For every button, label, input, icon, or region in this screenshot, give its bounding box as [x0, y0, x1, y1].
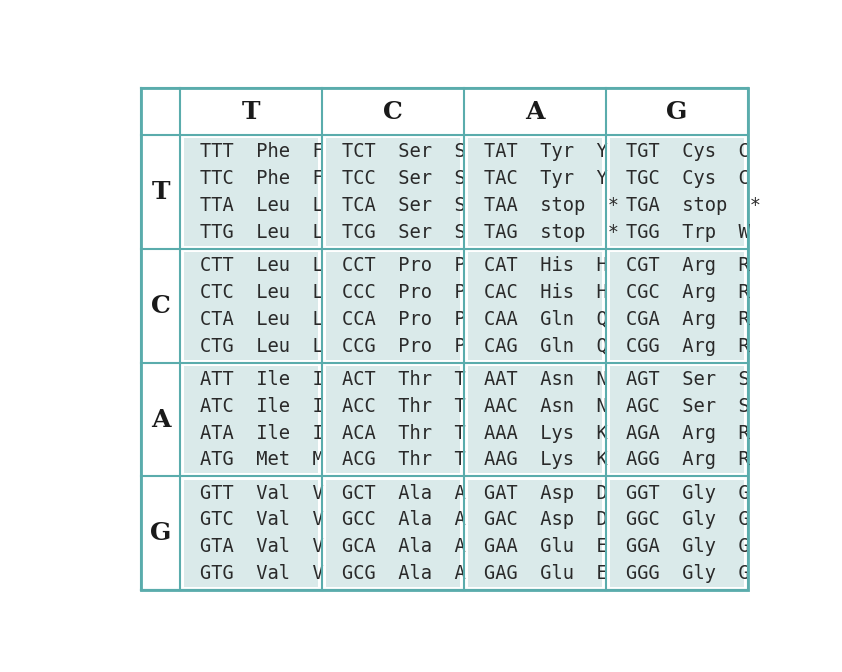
Text: GAG  Glu  E: GAG Glu E: [484, 564, 608, 583]
Text: CAA  Gln  Q: CAA Gln Q: [484, 310, 608, 329]
Text: TTC  Phe  F: TTC Phe F: [200, 169, 324, 188]
Text: TAA  stop  *: TAA stop *: [484, 196, 619, 215]
Text: AAG  Lys  K: AAG Lys K: [484, 450, 608, 470]
Bar: [610, 252, 744, 360]
Text: GAA  Glu  E: GAA Glu E: [484, 538, 608, 556]
Text: GCG  Ala  A: GCG Ala A: [342, 564, 466, 583]
Text: GAC  Asp  D: GAC Asp D: [484, 511, 608, 530]
Text: GTT  Val  V: GTT Val V: [200, 484, 324, 503]
Text: AAC  Asn  N: AAC Asn N: [484, 396, 608, 415]
Text: CCA  Pro  P: CCA Pro P: [342, 310, 466, 329]
Text: TGT  Cys  C: TGT Cys C: [626, 142, 750, 161]
Text: ACC  Thr  T: ACC Thr T: [342, 396, 466, 415]
Text: ACT  Thr  T: ACT Thr T: [342, 370, 466, 388]
Text: T: T: [152, 180, 170, 204]
Text: ATT  Ile  I: ATT Ile I: [200, 370, 324, 388]
Text: CGA  Arg  R: CGA Arg R: [626, 310, 750, 329]
Text: GGC  Gly  G: GGC Gly G: [626, 511, 750, 530]
Bar: [468, 252, 602, 360]
Text: CTT  Leu  L: CTT Leu L: [200, 256, 324, 275]
Text: CGC  Arg  R: CGC Arg R: [626, 283, 750, 302]
Text: TCC  Ser  S: TCC Ser S: [342, 169, 466, 188]
Text: TTT  Phe  F: TTT Phe F: [200, 142, 324, 161]
Text: AAT  Asn  N: AAT Asn N: [484, 370, 608, 388]
Text: CTC  Leu  L: CTC Leu L: [200, 283, 324, 302]
Text: GGG  Gly  G: GGG Gly G: [626, 564, 750, 583]
Text: GCT  Ala  A: GCT Ala A: [342, 484, 466, 503]
Text: C: C: [383, 99, 403, 124]
Text: GTA  Val  V: GTA Val V: [200, 538, 324, 556]
Text: G: G: [150, 521, 172, 546]
Text: ATC  Ile  I: ATC Ile I: [200, 396, 324, 415]
Bar: [610, 480, 744, 587]
Bar: [610, 366, 744, 473]
Text: CAC  His  H: CAC His H: [484, 283, 608, 302]
Bar: [610, 138, 744, 246]
Text: TTA  Leu  L: TTA Leu L: [200, 196, 324, 215]
Text: TGC  Cys  C: TGC Cys C: [626, 169, 750, 188]
Text: AGT  Ser  S: AGT Ser S: [626, 370, 750, 388]
Text: TCT  Ser  S: TCT Ser S: [342, 142, 466, 161]
Bar: [468, 366, 602, 473]
Text: GTG  Val  V: GTG Val V: [200, 564, 324, 583]
Text: ATA  Ile  I: ATA Ile I: [200, 423, 324, 443]
Bar: [326, 366, 461, 473]
Text: GAT  Asp  D: GAT Asp D: [484, 484, 608, 503]
Text: CAG  Gln  Q: CAG Gln Q: [484, 337, 608, 355]
Text: TGA  stop  *: TGA stop *: [626, 196, 761, 215]
Text: AAA  Lys  K: AAA Lys K: [484, 423, 608, 443]
Text: ACG  Thr  T: ACG Thr T: [342, 450, 466, 470]
Text: TAT  Tyr  Y: TAT Tyr Y: [484, 142, 608, 161]
Text: CCG  Pro  P: CCG Pro P: [342, 337, 466, 355]
Text: C: C: [151, 294, 171, 318]
Text: GCC  Ala  A: GCC Ala A: [342, 511, 466, 530]
Text: CTA  Leu  L: CTA Leu L: [200, 310, 324, 329]
Text: CCT  Pro  P: CCT Pro P: [342, 256, 466, 275]
Text: GGA  Gly  G: GGA Gly G: [626, 538, 750, 556]
Bar: [184, 480, 318, 587]
Bar: [184, 366, 318, 473]
Text: TCG  Ser  S: TCG Ser S: [342, 222, 466, 242]
Text: ATG  Met  M: ATG Met M: [200, 450, 324, 470]
Text: AGC  Ser  S: AGC Ser S: [626, 396, 750, 415]
Bar: [184, 138, 318, 246]
Bar: [468, 138, 602, 246]
Text: TCA  Ser  S: TCA Ser S: [342, 196, 466, 215]
Bar: [326, 138, 461, 246]
Text: CGT  Arg  R: CGT Arg R: [626, 256, 750, 275]
Bar: [326, 480, 461, 587]
Text: G: G: [666, 99, 688, 124]
Text: ACA  Thr  T: ACA Thr T: [342, 423, 466, 443]
Text: A: A: [151, 407, 170, 431]
Text: T: T: [242, 99, 260, 124]
Text: GGT  Gly  G: GGT Gly G: [626, 484, 750, 503]
Text: TAC  Tyr  Y: TAC Tyr Y: [484, 169, 608, 188]
Text: TAG  stop  *: TAG stop *: [484, 222, 619, 242]
Text: A: A: [525, 99, 545, 124]
Bar: [184, 252, 318, 360]
Text: GTC  Val  V: GTC Val V: [200, 511, 324, 530]
Text: GCA  Ala  A: GCA Ala A: [342, 538, 466, 556]
Text: CTG  Leu  L: CTG Leu L: [200, 337, 324, 355]
Bar: [326, 252, 461, 360]
Text: AGG  Arg  R: AGG Arg R: [626, 450, 750, 470]
Text: AGA  Arg  R: AGA Arg R: [626, 423, 750, 443]
Text: CAT  His  H: CAT His H: [484, 256, 608, 275]
Text: CCC  Pro  P: CCC Pro P: [342, 283, 466, 302]
Text: TGG  Trp  W: TGG Trp W: [626, 222, 750, 242]
Text: TTG  Leu  L: TTG Leu L: [200, 222, 324, 242]
Text: CGG  Arg  R: CGG Arg R: [626, 337, 750, 355]
Bar: [468, 480, 602, 587]
